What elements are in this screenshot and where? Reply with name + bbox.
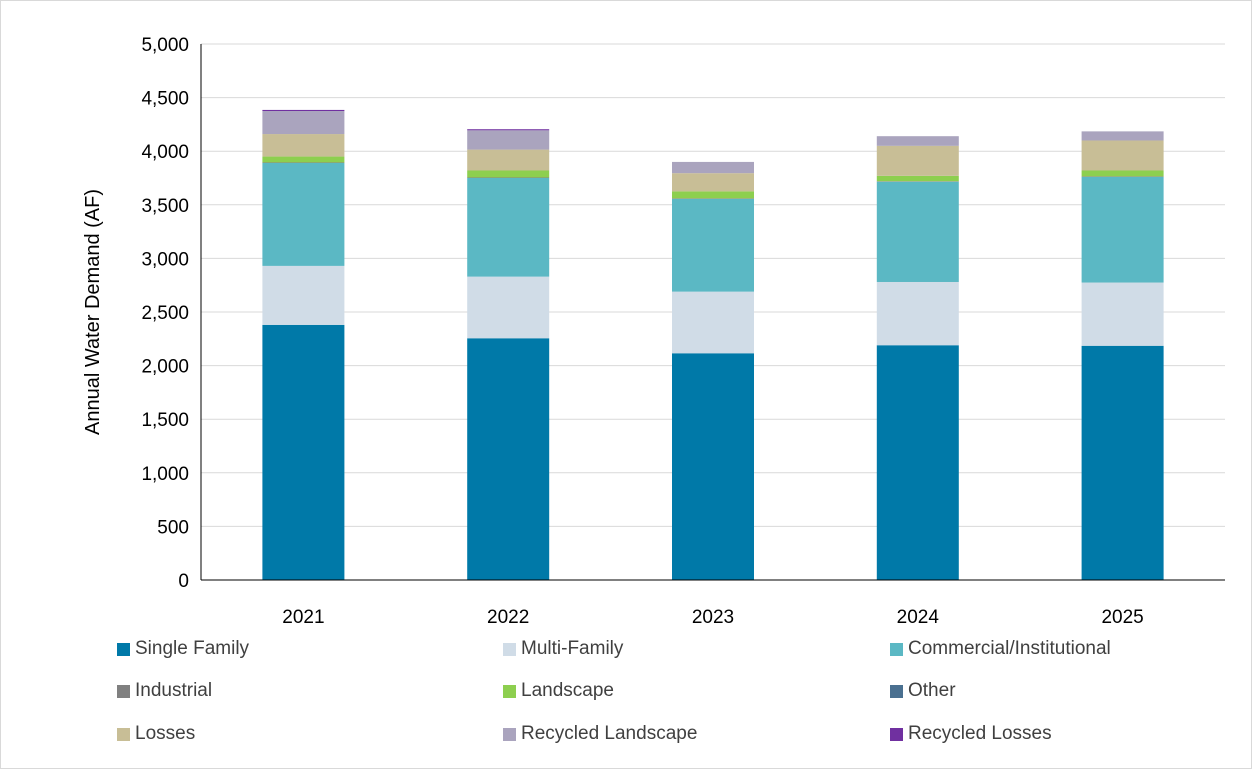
legend-label: Industrial: [135, 680, 213, 701]
legend-item: Recycled Losses: [890, 722, 1052, 746]
bar-segment-recycled-landscape-2022: [467, 130, 550, 150]
legend-item: Multi-Family: [503, 637, 623, 661]
bar-segment-multi-family-2023: [672, 291, 754, 354]
bar-segment-commercial-institutional-2024: [876, 181, 959, 282]
y-tick-label: 1,000: [141, 464, 189, 485]
bar-segment-single-family-2023: [672, 353, 754, 580]
x-tick-label: 2023: [692, 607, 734, 628]
bar-segment-recycled-landscape-2024: [876, 136, 959, 146]
legend-label: Losses: [135, 723, 196, 744]
bar-segment-losses-2022: [467, 149, 550, 171]
bar-segment-industrial-2025: [1081, 176, 1164, 177]
legend-swatch: [890, 684, 903, 698]
y-tick-label: 1,500: [141, 410, 189, 431]
y-tick-label: 3,000: [141, 249, 189, 270]
legend-swatch: [503, 684, 516, 698]
bar-segment-recycled-losses-2022: [467, 129, 550, 131]
y-tick-label: 5,000: [141, 35, 189, 56]
legend-item: Landscape: [503, 679, 614, 703]
bar-segment-landscape-2024: [876, 175, 959, 182]
bar-segment-landscape-2022: [467, 170, 550, 178]
legend-swatch: [503, 642, 516, 656]
bars: [262, 109, 1164, 580]
y-tick-label: 4,000: [141, 142, 189, 163]
bar-segment-industrial-2022: [467, 177, 550, 178]
y-axis-label: Annual Water Demand (AF): [82, 189, 104, 435]
y-tick-label: 2,000: [141, 357, 189, 378]
bar-segment-losses-2023: [672, 173, 754, 192]
y-tick-label: 0: [178, 571, 189, 592]
legend-item: Losses: [117, 722, 195, 746]
bar-segment-single-family-2025: [1081, 345, 1164, 580]
legend-item: Industrial: [117, 679, 212, 703]
bar-segment-industrial-2024: [876, 181, 959, 182]
bar-segment-landscape-2023: [672, 191, 754, 199]
legend-item: Recycled Landscape: [503, 722, 697, 746]
bar-segment-multi-family-2022: [467, 276, 550, 339]
legend-label: Recycled Losses: [908, 723, 1052, 744]
bar-segment-commercial-institutional-2021: [262, 162, 345, 266]
bar-segment-losses-2025: [1081, 140, 1164, 171]
bar-segment-multi-family-2024: [876, 281, 959, 346]
legend-item: Other: [890, 679, 956, 703]
legend-label: Other: [908, 680, 956, 701]
legend-swatch: [117, 684, 130, 698]
bar-segment-single-family-2024: [876, 345, 959, 580]
legend-item: Single Family: [117, 637, 249, 661]
bar-segment-industrial-2023: [672, 198, 754, 199]
x-tick-label: 2025: [1101, 607, 1143, 628]
stacked-bar-chart: 0 500 1,000 1,500 2,000 2,500 3,000 3,500 4,000 4…: [82, 35, 1225, 628]
x-tick-label: 2021: [282, 607, 324, 628]
legend-item: Commercial/Institutional: [890, 637, 1111, 661]
bar-segment-commercial-institutional-2022: [467, 178, 550, 277]
legend-swatch: [117, 642, 130, 656]
bar-segment-multi-family-2025: [1081, 282, 1164, 346]
legend-label: Landscape: [521, 680, 614, 701]
y-tick-label: 2,500: [141, 303, 189, 324]
y-tick-label: 3,500: [141, 196, 189, 217]
legend-label: Single Family: [135, 638, 250, 659]
axes: 0 500 1,000 1,500 2,000 2,500 3,000 3,500 4,000 4…: [141, 35, 1225, 628]
legend-swatch: [890, 727, 903, 741]
bar-segment-single-family-2022: [467, 338, 550, 580]
bar-segment-industrial-2021: [262, 162, 345, 163]
x-tick-label: 2024: [897, 607, 940, 628]
bar-segment-multi-family-2021: [262, 265, 345, 325]
bar-segment-recycled-losses-2021: [262, 109, 345, 111]
legend-swatch: [890, 642, 903, 656]
legend-label: Multi-Family: [521, 638, 624, 659]
legend-label: Recycled Landscape: [521, 723, 698, 744]
bar-segment-landscape-2025: [1081, 170, 1164, 177]
bar-segment-recycled-landscape-2025: [1081, 131, 1164, 141]
bar-segment-recycled-landscape-2023: [672, 161, 754, 174]
bar-segment-losses-2024: [876, 145, 959, 176]
bar-segment-commercial-institutional-2025: [1081, 176, 1164, 283]
y-tick-label: 4,500: [141, 89, 189, 110]
bar-segment-landscape-2021: [262, 156, 345, 163]
bar-segment-single-family-2021: [262, 324, 345, 580]
x-tick-label: 2022: [487, 607, 529, 628]
legend-label: Commercial/Institutional: [908, 638, 1111, 659]
legend-swatch: [117, 727, 130, 741]
bar-segment-losses-2021: [262, 134, 345, 157]
y-tick-label: 500: [157, 517, 189, 538]
bar-segment-commercial-institutional-2023: [672, 198, 754, 292]
bar-segment-recycled-landscape-2021: [262, 111, 345, 135]
legend-swatch: [503, 727, 516, 741]
